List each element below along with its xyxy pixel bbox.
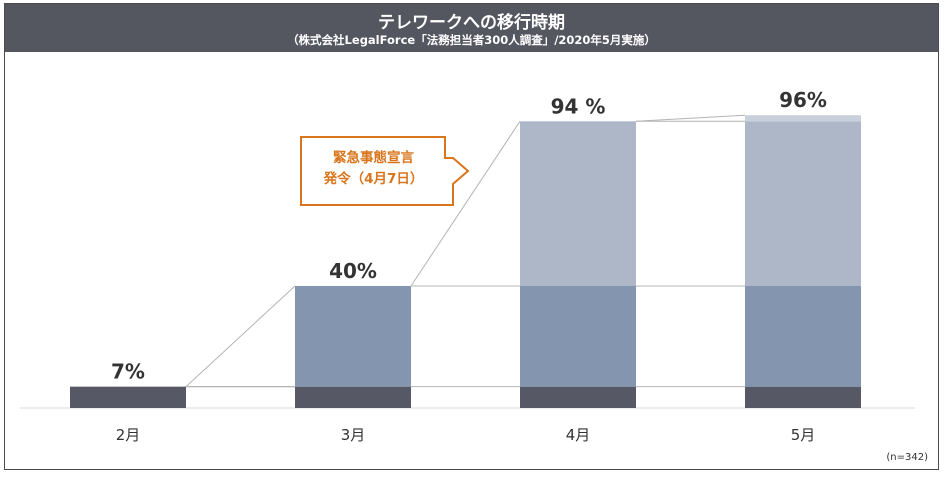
chart-header: テレワークへの移行時期 （株式会社LegalForce「法務担当者300人調査」… <box>5 4 938 52</box>
x-tick-label: 5月 <box>791 426 816 444</box>
emergency-declaration-callout: 緊急事態宣言 発令（4月7日） <box>300 136 470 206</box>
bar-segment <box>295 286 411 387</box>
callout-text: 緊急事態宣言 発令（4月7日） <box>306 148 441 190</box>
bar-segment <box>745 115 861 122</box>
bar-segment <box>520 121 636 286</box>
connector-line <box>185 285 296 388</box>
x-tick-label: 4月 <box>566 426 591 444</box>
callout-line-1: 緊急事態宣言 <box>333 150 414 166</box>
chart-subtitle: （株式会社LegalForce「法務担当者300人調査」/2020年5月実施） <box>287 33 656 47</box>
bar-segment <box>745 386 861 408</box>
chart-title: テレワークへの移行時期 <box>378 13 565 33</box>
x-tick-label: 2月 <box>116 426 141 444</box>
bar-segment <box>745 121 861 286</box>
bar-segment <box>520 386 636 408</box>
callout-line-2: 発令（4月7日） <box>323 171 424 187</box>
bar-segment <box>520 286 636 387</box>
bar-segment <box>295 386 411 408</box>
connector-line <box>635 114 746 122</box>
bar-segment <box>745 286 861 387</box>
connector-line <box>410 121 521 287</box>
bar-segment <box>70 386 186 408</box>
callout-arrow-shape <box>300 136 470 206</box>
data-label: 7% <box>111 360 145 384</box>
data-label: 94 % <box>551 94 606 118</box>
data-label: 40% <box>329 259 377 283</box>
x-tick-label: 3月 <box>341 426 366 444</box>
data-label: 96% <box>779 88 827 112</box>
sample-size-note: (n=342) <box>886 452 928 463</box>
